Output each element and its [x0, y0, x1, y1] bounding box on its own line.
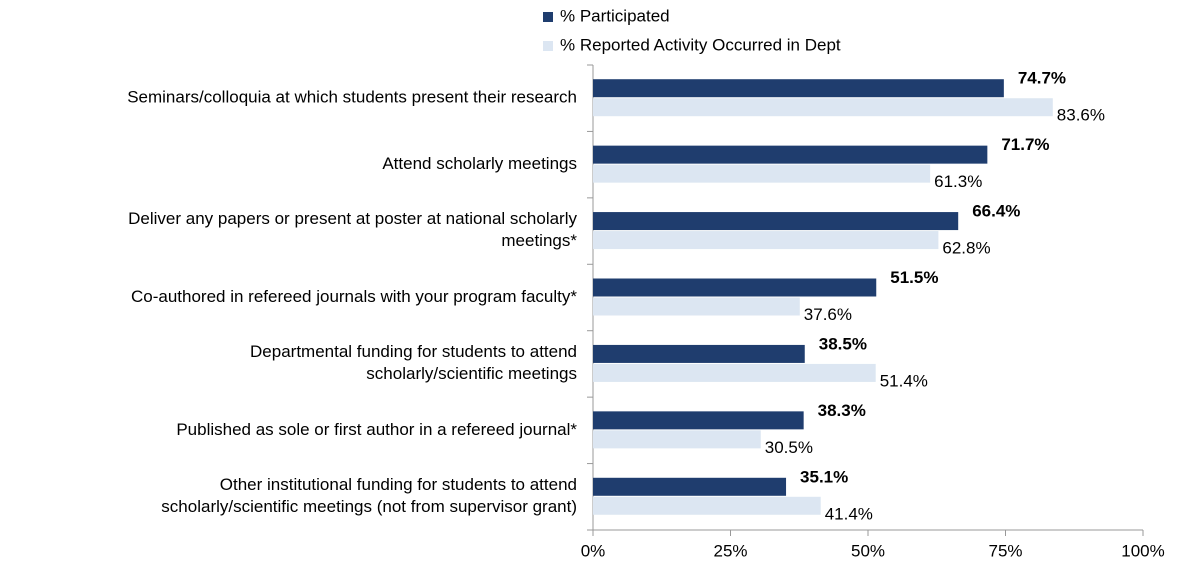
value-label: 74.7% [1018, 69, 1066, 88]
value-label: 71.7% [1001, 135, 1049, 154]
bar [593, 496, 821, 515]
value-label: 37.6% [804, 305, 852, 324]
x-tick-label: 75% [988, 541, 1022, 560]
value-label: 61.3% [934, 172, 982, 191]
x-tick-label: 25% [713, 541, 747, 560]
bar [593, 411, 804, 430]
bar [593, 477, 787, 496]
value-label: 66.4% [972, 202, 1020, 221]
bar [593, 212, 959, 231]
value-label: 83.6% [1057, 106, 1105, 125]
category-label: Other institutional funding for students… [161, 475, 577, 516]
value-label: 51.5% [890, 268, 938, 287]
x-tick-label: 50% [851, 541, 885, 560]
value-label: 51.4% [880, 371, 928, 390]
value-label: 38.3% [818, 401, 866, 420]
x-tick-label: 0% [581, 541, 606, 560]
legend-label: % Reported Activity Occurred in Dept [560, 35, 841, 54]
x-tick-label: 100% [1121, 541, 1164, 560]
bar [593, 98, 1053, 117]
category-label: Co-authored in refereed journals with yo… [131, 287, 577, 306]
category-label: Published as sole or first author in a r… [176, 420, 577, 439]
value-label: 62.8% [942, 239, 990, 258]
value-label: 41.4% [825, 504, 873, 523]
legend-swatch [543, 41, 553, 51]
bar [593, 430, 761, 449]
category-label: Departmental funding for students to att… [250, 342, 577, 383]
bar [593, 344, 805, 363]
bar [593, 363, 876, 382]
category-label: Deliver any papers or present at poster … [128, 210, 577, 251]
value-label: 30.5% [765, 438, 813, 457]
bar [593, 164, 931, 183]
bar [593, 297, 800, 316]
bar [593, 231, 939, 250]
legend-swatch [543, 12, 553, 22]
bar [593, 278, 877, 297]
bar [593, 145, 988, 164]
value-label: 35.1% [800, 467, 848, 486]
category-label: Seminars/colloquia at which students pre… [127, 88, 577, 107]
value-label: 38.5% [819, 334, 867, 353]
bar [593, 79, 1004, 98]
legend-label: % Participated [560, 6, 670, 25]
category-label: Attend scholarly meetings [382, 154, 577, 173]
